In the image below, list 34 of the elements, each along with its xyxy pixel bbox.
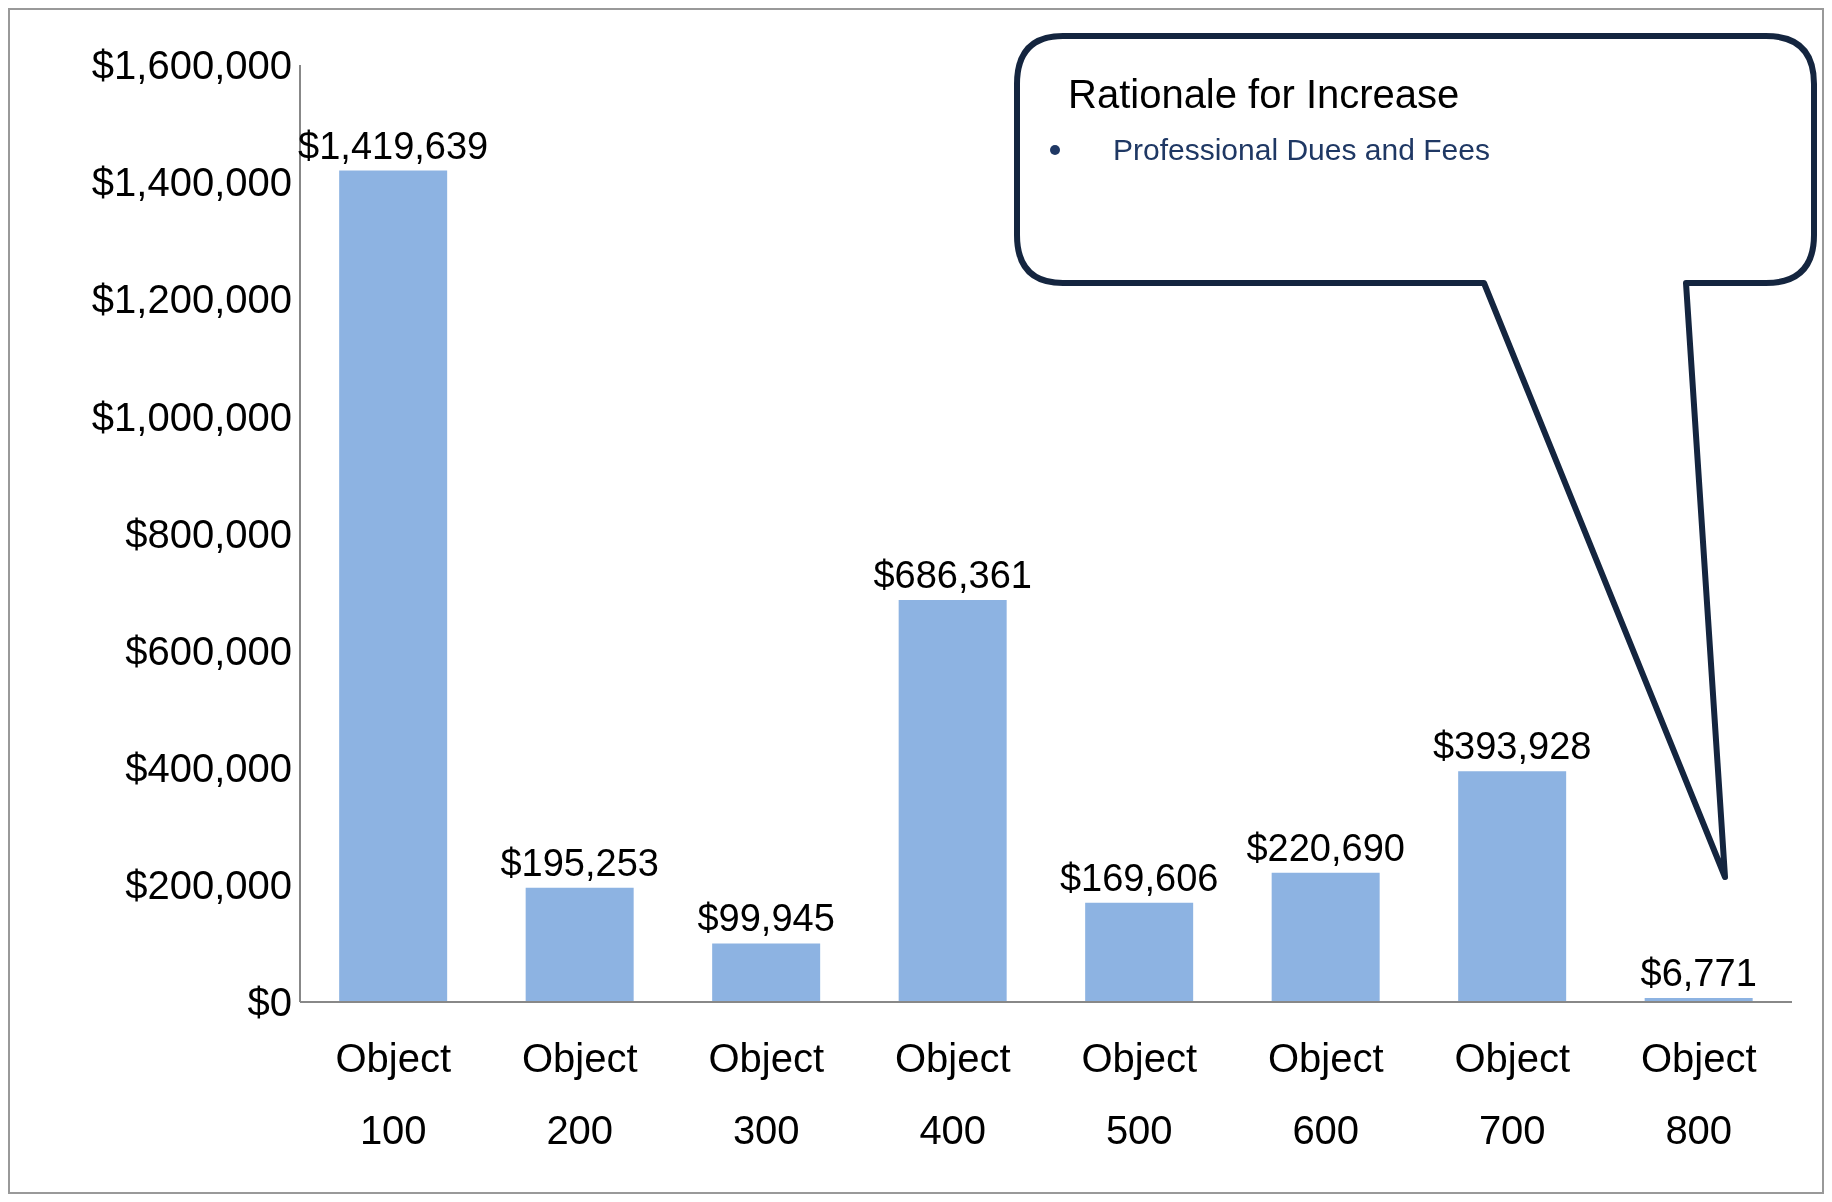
- x-tick-label: Object 600: [1267, 1036, 1384, 1152]
- data-label: $393,928: [1432, 725, 1592, 768]
- data-label: $6,771: [1640, 952, 1757, 995]
- data-label: $169,606: [1059, 856, 1219, 899]
- y-tick-label: $1,600,000: [91, 43, 292, 88]
- data-label: $220,690: [1246, 826, 1405, 869]
- y-tick-label: $400,000: [125, 745, 292, 790]
- x-tick-label: Object 800: [1640, 1036, 1757, 1152]
- annotation: Rationale for Increase: [1068, 72, 1461, 117]
- x-tick-label: Object 400: [894, 1036, 1011, 1152]
- annotation: Professional Dues and Fees: [1113, 133, 1490, 167]
- y-tick-label: $0: [247, 980, 292, 1025]
- bar: [898, 600, 1007, 1002]
- bar: [1458, 771, 1567, 1002]
- bar: [525, 887, 634, 1002]
- y-tick-label: $1,000,000: [91, 394, 292, 439]
- x-tick-label: Object 500: [1081, 1036, 1198, 1152]
- y-tick-label: $1,400,000: [91, 160, 292, 205]
- bar: [712, 943, 821, 1002]
- data-label: $99,945: [697, 897, 835, 940]
- data-label: $195,253: [500, 841, 659, 884]
- bar: [1271, 872, 1380, 1002]
- x-tick-label: Object 200: [521, 1036, 638, 1152]
- y-tick-label: $200,000: [125, 863, 292, 908]
- x-tick-label: Object 100: [335, 1036, 452, 1152]
- y-tick-label: $1,200,000: [91, 277, 292, 322]
- x-tick-label: Object 700: [1454, 1036, 1571, 1152]
- x-tick-label: Object 300: [708, 1036, 825, 1152]
- data-label: $1,419,639: [298, 124, 489, 167]
- data-label: $686,361: [873, 554, 1032, 597]
- y-tick-label: $600,000: [125, 628, 292, 673]
- y-tick-label: $800,000: [125, 511, 292, 556]
- bar: [1085, 902, 1194, 1002]
- bar: [339, 170, 448, 1002]
